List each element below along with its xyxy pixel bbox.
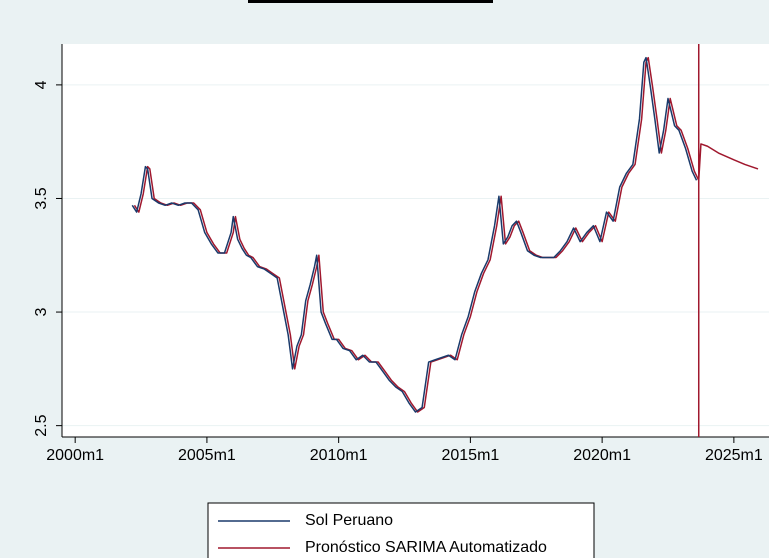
- legend-label: Pronóstico SARIMA Automatizado: [305, 539, 547, 556]
- grid: [62, 84, 769, 427]
- y-tick-label: 3: [33, 308, 50, 317]
- series-line: [131, 56, 698, 413]
- plot-area: [62, 44, 769, 437]
- x-tick-label: 2025m1: [705, 447, 763, 464]
- legend-label: Sol Peruano: [305, 512, 393, 529]
- y-tick-label: 3.5: [33, 187, 50, 209]
- title-underline: [248, 0, 493, 3]
- x-tick-label: 2000m1: [46, 447, 104, 464]
- lines: [131, 56, 759, 413]
- legend: [207, 502, 595, 558]
- x-tick-label: 2005m1: [178, 447, 236, 464]
- x-tick-label: 2015m1: [441, 447, 499, 464]
- y-tick-label: 2.5: [33, 414, 50, 436]
- y-tick-label: 4: [33, 80, 50, 89]
- x-tick-label: 2010m1: [310, 447, 368, 464]
- x-tick-label: 2020m1: [573, 447, 631, 464]
